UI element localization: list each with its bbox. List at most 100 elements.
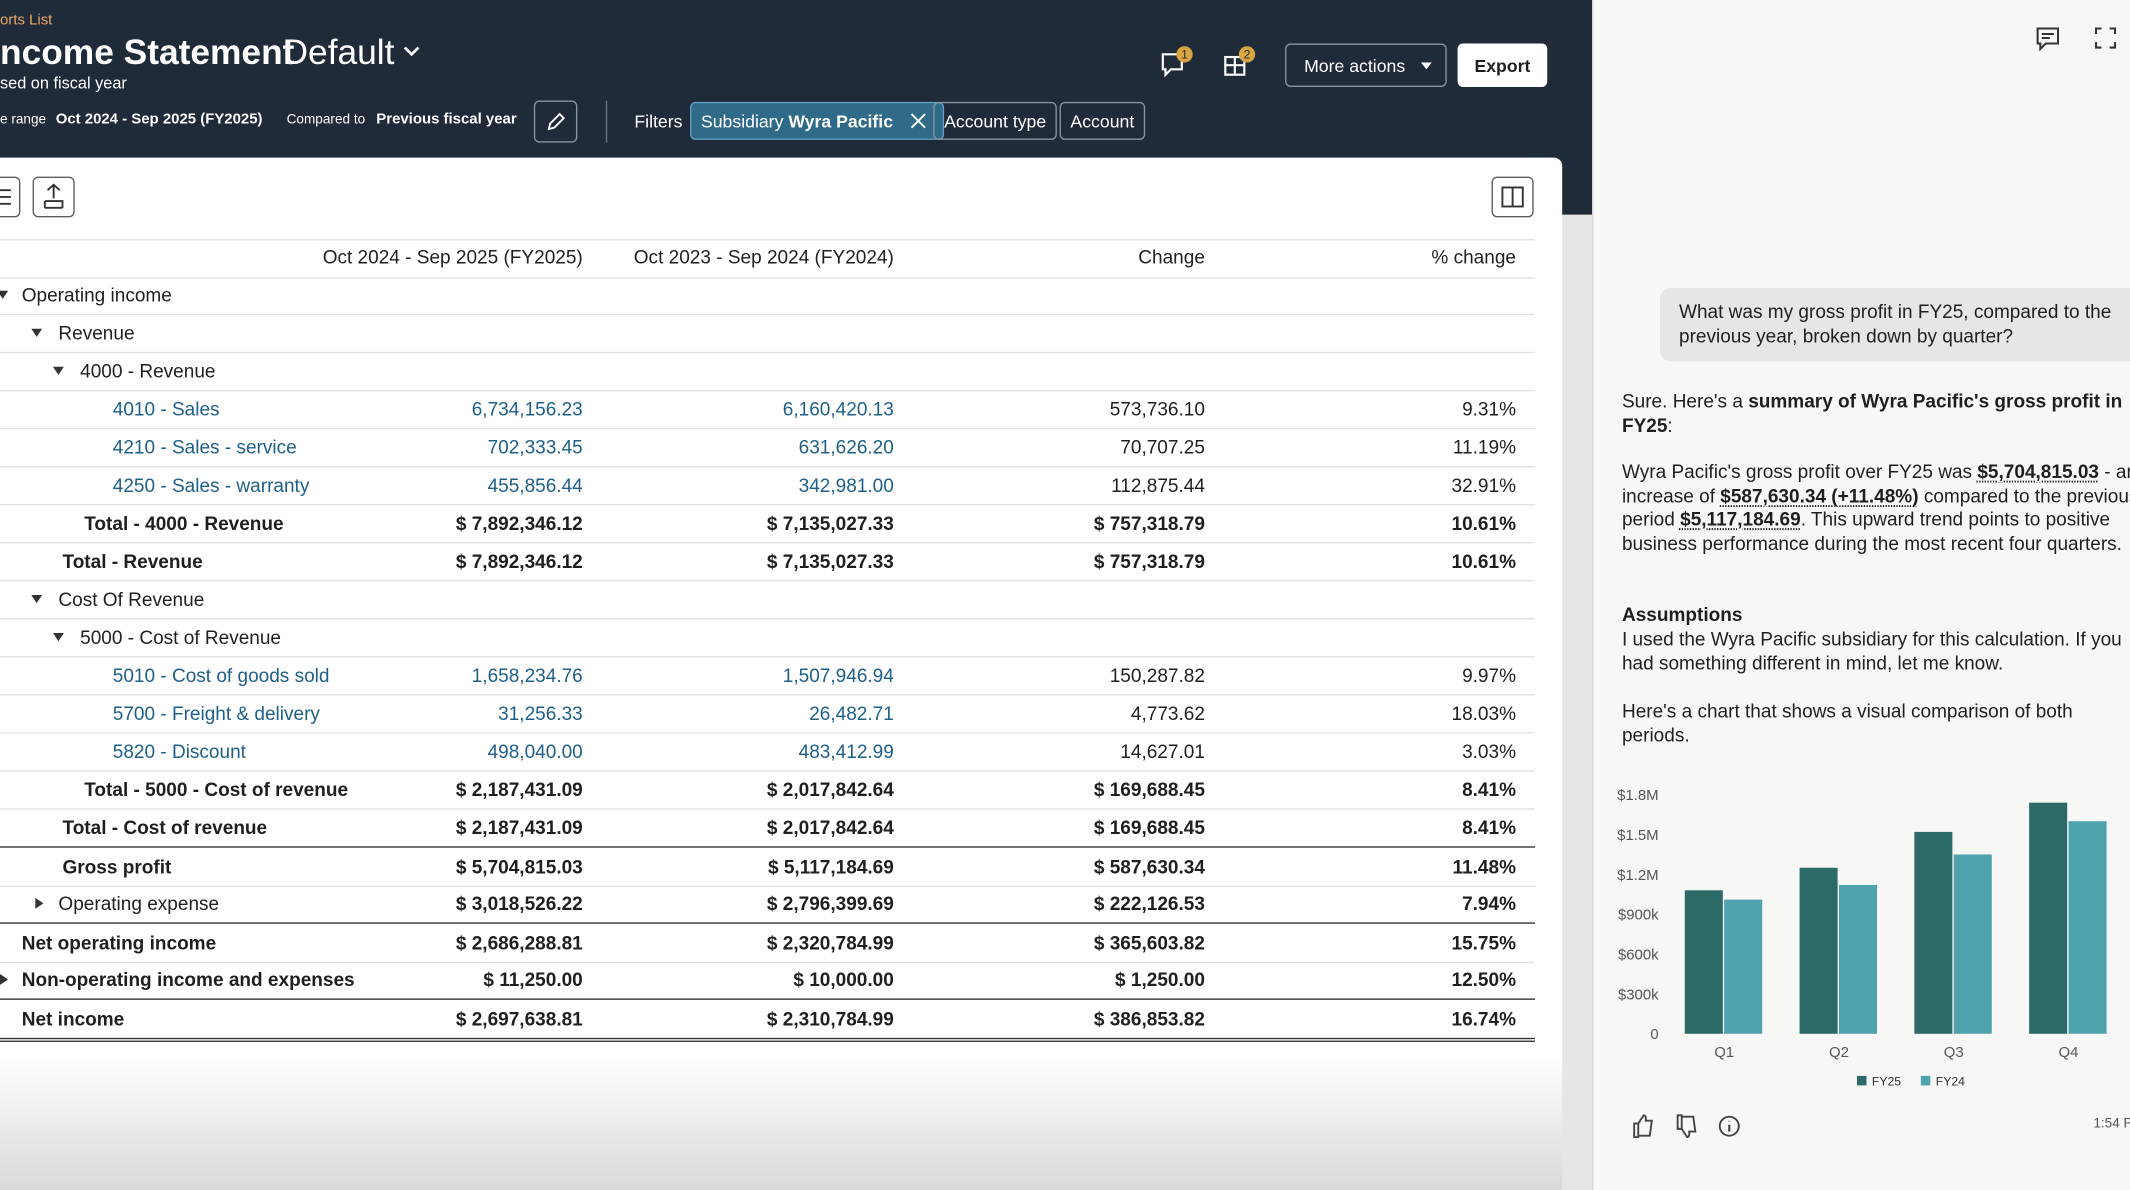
collapse-button[interactable] bbox=[0, 176, 21, 218]
cell-value[interactable]: 1,658,234.76 bbox=[471, 664, 583, 687]
cell-value[interactable]: 26,482.71 bbox=[809, 702, 894, 725]
row-label[interactable]: 4010 - Sales bbox=[112, 398, 220, 420]
feedback-icons bbox=[1633, 1114, 1740, 1138]
cell-value[interactable]: 483,412.99 bbox=[798, 740, 894, 763]
cell-value: 32.91% bbox=[1451, 474, 1516, 496]
edit-button[interactable] bbox=[533, 100, 578, 143]
cell-value[interactable]: 6,160,420.13 bbox=[782, 398, 894, 420]
expand-caret[interactable] bbox=[0, 290, 9, 299]
row-label: Revenue bbox=[58, 321, 135, 344]
expand-caret[interactable] bbox=[52, 633, 64, 642]
bar bbox=[1914, 831, 1953, 1034]
figure[interactable]: $587,630.34 (+11.48%) bbox=[1720, 484, 1919, 507]
cell-value: 9.31% bbox=[1462, 398, 1516, 420]
cell-value: $ 2,187,431.09 bbox=[455, 778, 583, 801]
cell-value: 112,875.44 bbox=[1111, 474, 1205, 496]
expand-caret[interactable] bbox=[31, 595, 43, 604]
expand-caret[interactable] bbox=[31, 328, 43, 337]
expand-caret[interactable] bbox=[35, 897, 44, 909]
export-button[interactable]: Export bbox=[1457, 43, 1548, 87]
columns-button[interactable] bbox=[1491, 176, 1534, 218]
cell-value[interactable]: 631,626.20 bbox=[798, 436, 894, 458]
cell-value: 18.03% bbox=[1451, 702, 1516, 725]
more-actions-button[interactable]: More actions bbox=[1285, 43, 1447, 87]
user-message bbox=[1659, 287, 2130, 362]
filter-chip[interactable]: Subsidiary Wyra Pacific bbox=[690, 101, 945, 140]
cell-value: 9.97% bbox=[1462, 664, 1516, 687]
thumbs-up[interactable] bbox=[1633, 1114, 1653, 1138]
cell-value: $ 3,018,526.22 bbox=[455, 892, 583, 915]
columns-icon bbox=[1501, 186, 1524, 208]
row-label[interactable]: 4210 - Sales - service bbox=[112, 436, 297, 458]
thumbs-down[interactable] bbox=[1676, 1114, 1697, 1138]
legend-swatch bbox=[1920, 1075, 1931, 1086]
table-row: Total - 4000 - Revenue $ 7,892,346.12 $ 7,… bbox=[0, 504, 1536, 544]
table-row: 5010 - Cost of goods sold 1,658,234.76 1,5… bbox=[0, 656, 1536, 696]
cell-value: $ 7,135,027.33 bbox=[766, 512, 894, 534]
chat-history-icon[interactable] bbox=[2034, 24, 2064, 52]
cell-value[interactable]: 702,333.45 bbox=[487, 436, 583, 458]
export-table-button[interactable] bbox=[32, 176, 75, 218]
row-label: Operating income bbox=[21, 283, 172, 306]
filter-chip[interactable]: Account bbox=[1059, 101, 1146, 140]
answer-summary: Wyra Pacific's gross profit over FY25 wa… bbox=[1622, 461, 2130, 557]
table-row: 4210 - Sales - service 702,333.45 631,626.… bbox=[0, 428, 1536, 468]
table-row: Gross profit $ 5,704,815.03 $ 5,117,184.69… bbox=[0, 846, 1536, 888]
cell-value: 150,287.82 bbox=[1109, 664, 1205, 687]
cell-value: $ 587,630.34 bbox=[1093, 855, 1205, 878]
expand-caret[interactable] bbox=[0, 974, 9, 985]
info-icon[interactable] bbox=[1718, 1115, 1740, 1137]
cell-value[interactable]: 498,040.00 bbox=[487, 740, 583, 763]
text: Sure. Here's a bbox=[1621, 389, 1749, 412]
cell-value[interactable]: 1,507,946.94 bbox=[782, 664, 894, 687]
bar bbox=[2029, 802, 2068, 1034]
layout-icon[interactable] bbox=[1221, 46, 1259, 79]
view-chevron[interactable] bbox=[402, 45, 421, 59]
figure[interactable]: $5,704,815.03 bbox=[1977, 460, 2099, 483]
cell-value: $ 222,126.53 bbox=[1093, 892, 1205, 915]
row-label[interactable]: 5010 - Cost of goods sold bbox=[112, 664, 330, 687]
cell-value: 70,707.25 bbox=[1120, 436, 1205, 458]
row-label: 4000 - Revenue bbox=[80, 359, 216, 382]
column-header: Oct 2024 - Sep 2025 (FY2025) bbox=[322, 245, 583, 268]
chip-value: Wyra Pacific bbox=[788, 110, 894, 132]
y-tick-label: $1.8M bbox=[1617, 787, 1659, 804]
expand-caret[interactable] bbox=[52, 366, 64, 375]
filters-label: Filters bbox=[634, 111, 683, 132]
cell-value[interactable]: 342,981.00 bbox=[798, 474, 894, 496]
column-header-row bbox=[0, 239, 1536, 279]
cell-value[interactable]: 6,734,156.23 bbox=[471, 398, 583, 420]
badge: 1 bbox=[1181, 47, 1188, 62]
expand-icon[interactable] bbox=[2092, 24, 2122, 51]
cell-value[interactable]: 455,856.44 bbox=[487, 474, 583, 496]
row-label[interactable]: 4250 - Sales - warranty bbox=[112, 474, 310, 496]
row-label[interactable]: 5700 - Freight & delivery bbox=[112, 702, 320, 725]
table-row: 4000 - Revenue bbox=[0, 352, 1536, 392]
table-row: Revenue bbox=[0, 314, 1536, 354]
row-label[interactable]: 5820 - Discount bbox=[112, 740, 246, 763]
cell-value: $ 365,603.82 bbox=[1093, 931, 1205, 954]
cell-value: $ 2,320,784.99 bbox=[766, 931, 894, 954]
dropdown-arrow bbox=[1420, 62, 1432, 70]
report-card bbox=[0, 157, 1563, 1190]
legend-label: FY25 bbox=[1872, 1074, 1901, 1088]
timestamp: 1:54 PM bbox=[2093, 1116, 2130, 1132]
chip-remove[interactable] bbox=[893, 111, 934, 130]
text: compared to the previous period bbox=[1621, 484, 2130, 531]
text: : bbox=[1667, 413, 1673, 436]
cell-value: 11.19% bbox=[1452, 436, 1516, 458]
row-label: Cost Of Revenue bbox=[58, 588, 205, 610]
cell-value[interactable]: 31,256.33 bbox=[498, 702, 583, 725]
breadcrumb[interactable]: orts List bbox=[0, 12, 53, 29]
cell-value: $ 2,187,431.09 bbox=[455, 816, 583, 839]
view-name[interactable]: Default bbox=[282, 31, 395, 72]
figure[interactable]: $5,117,184.69 bbox=[1680, 508, 1801, 531]
table-row: Net income $ 2,697,638.81 $ 2,310,784.99 $ … bbox=[0, 998, 1536, 1042]
cell-value: $ 169,688.45 bbox=[1093, 816, 1205, 839]
bar bbox=[1724, 899, 1763, 1034]
column-header: % change bbox=[1431, 245, 1516, 268]
cell-value: 3.03% bbox=[1462, 740, 1516, 763]
filter-chip[interactable]: Account type bbox=[933, 101, 1058, 140]
cell-value: $ 7,135,027.33 bbox=[766, 550, 894, 572]
messages-icon[interactable] bbox=[1159, 46, 1197, 79]
